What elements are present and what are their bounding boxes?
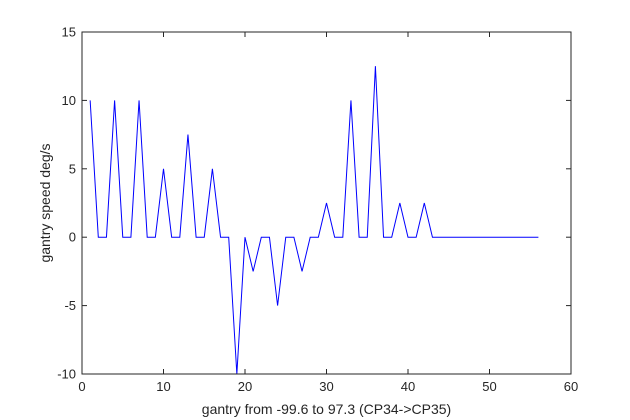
x-tick-label: 20 bbox=[238, 379, 252, 394]
x-axis: 0 10 20 30 40 50 60 bbox=[78, 32, 578, 394]
y-axis: -10 -5 0 5 10 15 bbox=[57, 25, 571, 382]
x-tick-label: 40 bbox=[401, 379, 415, 394]
x-tick-label: 60 bbox=[564, 379, 578, 394]
series-line bbox=[89, 66, 539, 375]
y-tick-label: -5 bbox=[64, 298, 76, 313]
x-tick-label: 0 bbox=[78, 379, 85, 394]
x-tick-label: 30 bbox=[319, 379, 333, 394]
y-tick-label: 10 bbox=[62, 93, 76, 108]
y-tick-label: 0 bbox=[69, 230, 76, 245]
y-tick-label: -10 bbox=[57, 367, 76, 382]
y-tick-label: 5 bbox=[69, 161, 76, 176]
y-axis-label: gantry speed deg/s bbox=[37, 143, 53, 262]
x-axis-label: gantry from -99.6 to 97.3 (CP34->CP35) bbox=[202, 401, 451, 417]
y-tick-label: 15 bbox=[62, 25, 76, 40]
series-layer bbox=[89, 66, 539, 375]
x-tick-label: 10 bbox=[156, 379, 170, 394]
x-tick-label: 50 bbox=[482, 379, 496, 394]
